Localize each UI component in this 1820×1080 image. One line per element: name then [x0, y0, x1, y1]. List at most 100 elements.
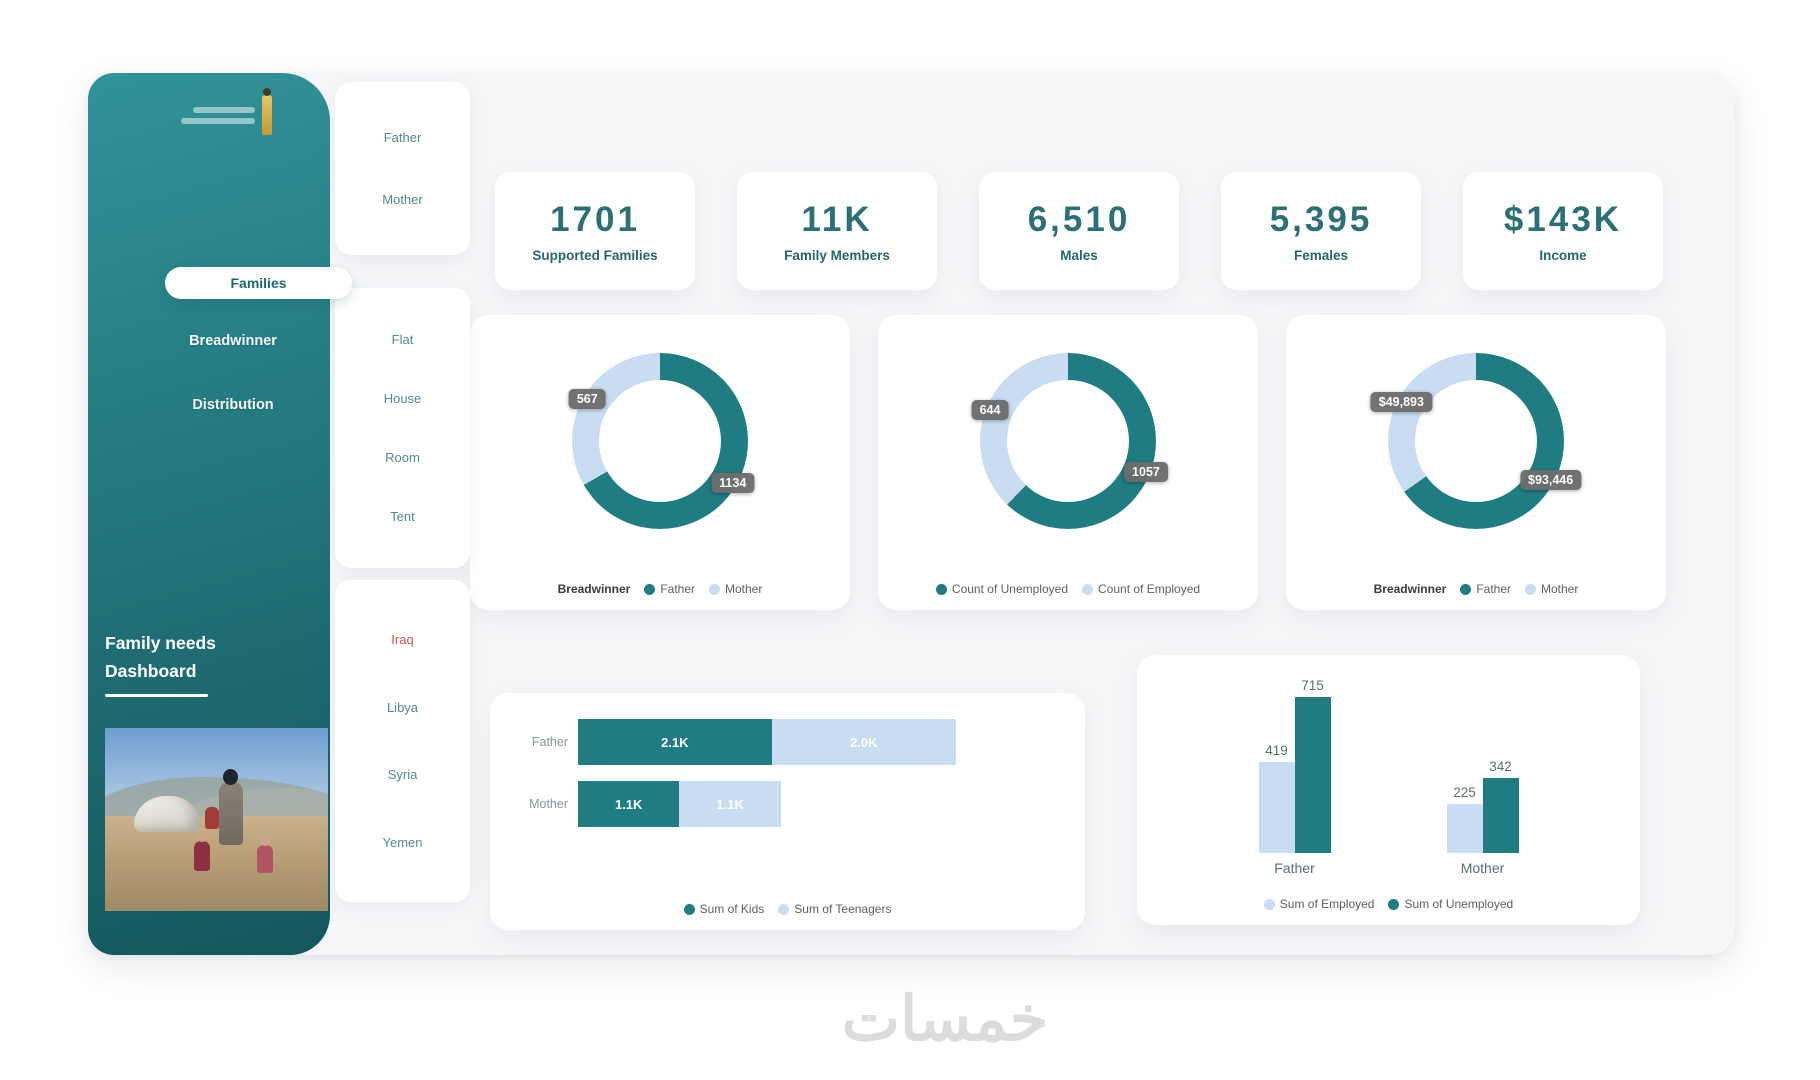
sidebar-item-distribution[interactable]: Distribution [192, 397, 274, 413]
bar-segment[interactable]: 2.0K [771, 719, 956, 765]
category-label: Mother [529, 797, 568, 811]
legend-label: Count of Unemployed [951, 582, 1068, 596]
legend-dot-icon [1460, 583, 1472, 595]
column-bar[interactable] [1446, 803, 1483, 853]
legend-title: Breadwinner [1373, 582, 1447, 596]
legend-dot-icon [1525, 583, 1536, 595]
column-group: 225 342 Mother [1446, 671, 1519, 876]
legend-item[interactable]: Sum of Teenagers [778, 902, 891, 916]
org-logo [152, 88, 272, 137]
legend-dot-icon [683, 903, 695, 915]
filter-item-father[interactable]: Father [383, 129, 422, 145]
legend-dot-icon [644, 583, 656, 595]
family-photo [105, 728, 328, 911]
sidebar-item-breadwinner[interactable]: Breadwinner [189, 333, 277, 349]
photo-child-figure [194, 832, 211, 872]
legend-label: Mother [1541, 582, 1579, 596]
chart-legend: Sum of Kids Sum of Teenagers [490, 902, 1085, 916]
legend-dot-icon [778, 903, 790, 915]
column-plot: 419 715 Father 225 342 Mother [1137, 671, 1640, 876]
donut-chart-employment-count: 1057 644 Count of Unemployed Count of Emplo… [878, 315, 1258, 610]
filter-item-libya[interactable]: Libya [386, 699, 419, 715]
category-label: Father [531, 735, 568, 749]
legend-dot-icon [1388, 898, 1400, 910]
legend-label: Sum of Unemployed [1404, 897, 1514, 911]
column-chart-employment: 419 715 Father 225 342 Mother Sum of Employed S… [1137, 655, 1640, 925]
legend-label: Mother [725, 582, 763, 596]
kpi-card-females: 5,395 Females [1221, 172, 1421, 290]
filter-item-flat[interactable]: Flat [391, 332, 414, 347]
legend-item[interactable]: Count of Employed [1082, 582, 1200, 596]
legend-label: Count of Employed [1098, 582, 1201, 596]
filter-panel-country: Iraq Libya Syria Yemen [335, 580, 470, 902]
legend-label: Sum of Employed [1279, 897, 1375, 911]
donut-chart-income-breadwinner: $93,446 $49,893 Breadwinner Father Mother [1286, 315, 1666, 610]
bar-segment[interactable]: 1.1K [578, 781, 680, 827]
legend-item[interactable]: Mother [1525, 582, 1578, 596]
kpi-label: Males [1060, 247, 1098, 263]
sidebar-item-label: Families [230, 275, 287, 291]
legend-item[interactable]: Sum of Employed [1263, 897, 1375, 911]
legend-title: Breadwinner [557, 582, 631, 596]
legend-label: Father [660, 582, 695, 596]
legend-item[interactable]: Mother [709, 582, 762, 596]
donut-plot: 1134 567 [568, 353, 755, 529]
photo-tent [133, 795, 200, 832]
kpi-value: 5,395 [1269, 199, 1373, 239]
legend-dot-icon [709, 583, 720, 595]
data-label: 342 [1489, 759, 1512, 775]
org-logo-text-line [181, 117, 255, 124]
org-logo-figure-icon [262, 88, 272, 135]
bar-segment[interactable]: 2.1K [578, 719, 772, 765]
kpi-value: 1701 [550, 199, 640, 239]
legend-label: Sum of Kids [699, 902, 765, 916]
stacked-bar-plot: Father 2.1K 2.0K Mother 1.1K 1.1K [516, 719, 1059, 843]
sidebar-item-families[interactable]: Families [165, 267, 352, 299]
filter-item-iraq[interactable]: Iraq [391, 632, 414, 648]
data-label: 1.1K [614, 796, 643, 812]
legend-item[interactable]: Sum of Unemployed [1388, 897, 1513, 911]
column-group: 419 715 Father [1258, 671, 1331, 876]
photo-child-figure [205, 806, 220, 829]
legend-label: Father [1476, 582, 1511, 596]
chart-legend: Breadwinner Father Mother [470, 582, 850, 596]
bar-row: Father 2.1K 2.0K [516, 719, 1059, 765]
dashboard-title: Family needs Dashboard [105, 629, 216, 697]
photo-ground [105, 815, 328, 911]
data-label: 2.1K [661, 734, 689, 750]
filter-item-yemen[interactable]: Yemen [382, 834, 423, 850]
filter-item-room[interactable]: Room [385, 450, 420, 465]
legend-item[interactable]: Father [1460, 582, 1511, 596]
kpi-value: $143K [1503, 199, 1623, 239]
donut-hole [1415, 380, 1537, 502]
category-label: Mother [1460, 860, 1505, 876]
column-bar[interactable] [1294, 697, 1331, 853]
org-logo-text-line [193, 106, 255, 113]
bar-segment[interactable]: 1.1K [679, 781, 781, 827]
legend-label: Sum of Teenagers [794, 902, 892, 916]
photo-mother-figure [218, 769, 243, 846]
data-label: $49,893 [1370, 392, 1432, 413]
kpi-card-males: 6,510 Males [979, 172, 1179, 290]
donut-hole [1007, 380, 1129, 502]
data-label: 1134 [711, 473, 755, 493]
legend-item[interactable]: Father [644, 582, 695, 596]
bar-row: Mother 1.1K 1.1K [516, 781, 1059, 827]
photo-child-figure [256, 836, 273, 874]
filter-item-house[interactable]: House [383, 391, 422, 406]
column-bars: 419 715 [1258, 671, 1331, 853]
chart-legend: Breadwinner Father Mother [1286, 582, 1666, 596]
legend-item[interactable]: Count of Unemployed [935, 582, 1068, 596]
data-label: 1057 [1124, 462, 1168, 483]
filter-item-mother[interactable]: Mother [382, 192, 423, 208]
kpi-label: Family Members [784, 247, 890, 263]
data-label: 225 [1453, 784, 1476, 800]
category-label: Father [1274, 860, 1315, 876]
donut-hole [599, 380, 721, 502]
column-bar-wrap: 419 [1258, 743, 1295, 853]
column-bar[interactable] [1482, 778, 1519, 853]
column-bar[interactable] [1258, 761, 1295, 853]
legend-item[interactable]: Sum of Kids [683, 902, 765, 916]
filter-item-tent[interactable]: Tent [390, 509, 415, 524]
filter-item-syria[interactable]: Syria [387, 767, 418, 783]
